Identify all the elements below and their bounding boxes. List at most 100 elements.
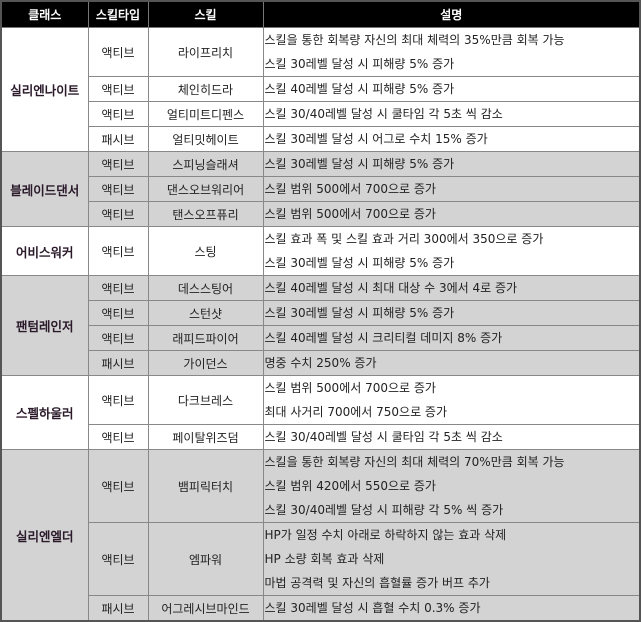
skill-name-cell: 래피드파이어 [147,325,264,351]
table-row: 실리엔나이트 액티브 라이프리치 스킬을 통한 회복량 자신의 최대 체력의 35%만… [0,27,641,152]
description-line: 스킬 40레벨 달성 시 피해량 5% 증가 [264,82,455,96]
description-line: 스킬 40레벨 달성 시 최대 대상 수 3에서 4로 증가 [264,281,518,295]
header-description: 설명 [262,0,641,28]
description-line: 스킬 30레벨 달성 시 피해량 5% 증가 [264,57,455,71]
header-skill: 스킬 [147,0,264,28]
skill-name-cell: 탠스오프퓨리 [147,201,264,227]
description-cell: 스킬 30레벨 달성 시 어그로 수치 15% 증가 [262,126,641,152]
table-row: 액티브 페이탈위즈덤 스킬 30/40레벨 달성 시 쿨타임 각 5초 씩 감소 [1,424,641,450]
skill-type-cell: 액티브 [87,101,149,127]
description-cell: 스킬 범위 500에서 700으로 증가 [262,201,641,227]
description-line: 스킬 범위 500에서 700으로 증가 [264,381,436,395]
description-cell: 명중 수치 250% 증가 [262,350,641,376]
table-row: 패시브 얼티밋헤이트 스킬 30레벨 달성 시 어그로 수치 15% 증가 [1,126,641,152]
table-row: 액티브 스턴샷 스킬 30레벨 달성 시 피해량 5% 증가 [1,300,641,326]
class-name-cell: 어비스워커 [0,226,89,276]
header-class: 클래스 [0,0,89,28]
table-row: 액티브 댄스오브워리어 스킬 범위 500에서 700으로 증가 [1,176,641,202]
description-cell: 스킬 30레벨 달성 시 흡혈 수치 0.3% 증가 [262,595,641,622]
table-row: 액티브 래피드파이어 스킬 40레벨 달성 시 크리티컬 데미지 8% 증가 [1,325,641,351]
skill-type-cell: 액티브 [87,275,149,301]
description-line: 스킬 30레벨 달성 시 피해량 5% 증가 [264,157,455,171]
skill-type-cell: 액티브 [87,375,149,425]
table-row: 실리엔엘더 액티브 뱀피릭터치 스킬을 통한 회복량 자신의 최대 체력의 70%만큼… [0,449,641,622]
description-cell: 스킬 40레벨 달성 시 크리티컬 데미지 8% 증가 [262,325,641,351]
table-row: 팬텀레인저 액티브 데스스팅어 스킬 40레벨 달성 시 최대 대상 수 3에서 4로… [0,275,641,376]
skill-name-cell: 어그레시브마인드 [147,595,264,622]
skill-name-cell: 얼티밋헤이트 [147,126,264,152]
description-line: 스킬을 통한 회복량 자신의 최대 체력의 35%만큼 회복 가능 [264,33,565,47]
description-line: 스킬 범위 500에서 700으로 증가 [264,182,436,196]
description-line: 스킬 30레벨 달성 시 피해량 5% 증가 [264,306,455,320]
class-name-cell: 실리엔엘더 [0,449,89,622]
skill-type-cell: 액티브 [87,300,149,326]
skill-type-cell: 액티브 [87,76,149,102]
skill-type-cell: 패시브 [87,595,149,622]
description-line: 스킬 30레벨 달성 시 피해량 5% 증가 [264,256,455,270]
table-row: 액티브 탠스오프퓨리 스킬 범위 500에서 700으로 증가 [1,201,641,227]
description-line: 스킬 30레벨 달성 시 흡혈 수치 0.3% 증가 [264,601,481,615]
description-cell: 스킬 30레벨 달성 시 피해량 5% 증가 [262,151,641,177]
description-line: 최대 사거리 700에서 750으로 증가 [264,405,448,419]
table-row: 패시브 어그레시브마인드 스킬 30레벨 달성 시 흡혈 수치 0.3% 증가 [1,595,641,622]
skill-name-cell: 다크브레스 [147,375,264,425]
skill-name-cell: 스턴샷 [147,300,264,326]
description-line: 스킬 효과 폭 및 스킬 효과 거리 300에서 350으로 증가 [264,232,544,246]
description-cell: 스킬 30레벨 달성 시 피해량 5% 증가 [262,300,641,326]
header-skill-type: 스킬타입 [87,0,149,28]
description-line: HP가 일정 수치 아래로 하락하지 않는 효과 삭제 [264,528,507,542]
skill-name-cell: 엠파워 [147,522,264,596]
description-cell: 스킬 40레벨 달성 시 최대 대상 수 3에서 4로 증가 [262,275,641,301]
class-name-cell: 팬텀레인저 [0,275,89,376]
skill-name-cell: 체인히드라 [147,76,264,102]
skill-name-cell: 스피닝슬래셔 [147,151,264,177]
class-name-cell: 스펠하울러 [0,375,89,450]
skill-name-cell: 페이탈위즈덤 [147,424,264,450]
description-line: 명중 수치 250% 증가 [264,356,377,370]
class-name-cell: 실리엔나이트 [0,27,89,152]
skill-type-cell: 액티브 [87,522,149,596]
skill-name-cell: 스팅 [147,226,264,276]
skill-name-cell: 가이던스 [147,350,264,376]
description-line: 스킬 40레벨 달성 시 크리티컬 데미지 8% 증가 [264,331,503,345]
description-line: 스킬 30레벨 달성 시 어그로 수치 15% 증가 [264,132,488,146]
table-header: 클래스 스킬타입 스킬 설명 [0,0,641,28]
table-row: 액티브 체인히드라 스킬 40레벨 달성 시 피해량 5% 증가 [1,76,641,102]
description-line: 스킬 범위 500에서 700으로 증가 [264,207,436,221]
skill-name-cell: 얼티미트디펜스 [147,101,264,127]
table-row: 어비스워커 액티브 스팅 스킬 효과 폭 및 스킬 효과 거리 300에서 350으로… [0,226,641,276]
description-cell: 스킬 범위 500에서 700으로 증가 [262,176,641,202]
skill-name-cell: 데스스팅어 [147,275,264,301]
skill-type-cell: 액티브 [87,424,149,450]
skill-type-cell: 액티브 [87,449,149,523]
table-row: 액티브 엠파워 HP가 일정 수치 아래로 하락하지 않는 효과 삭제 HP 소량 회… [1,522,641,596]
skill-type-cell: 패시브 [87,350,149,376]
skill-name-cell: 댄스오브워리어 [147,176,264,202]
skill-type-cell: 액티브 [87,151,149,177]
description-line: 스킬 30/40레벨 달성 시 쿨타임 각 5초 씩 감소 [264,107,503,121]
table-row: 패시브 가이던스 명중 수치 250% 증가 [1,350,641,376]
description-line: HP 소량 회복 효과 삭제 [264,552,385,566]
description-line: 스킬을 통한 회복량 자신의 최대 체력의 70%만큼 회복 가능 [264,455,565,469]
description-cell: 스킬 30/40레벨 달성 시 쿨타임 각 5초 씩 감소 [262,101,641,127]
description-line: 스킬 30/40레벨 달성 시 쿨타임 각 5초 씩 감소 [264,430,503,444]
skill-type-cell: 액티브 [87,201,149,227]
description-line: 스킬 범위 420에서 550으로 증가 [264,479,436,493]
description-cell: HP가 일정 수치 아래로 하락하지 않는 효과 삭제 HP 소량 회복 효과 삭… [262,522,641,596]
table-row: 액티브 얼티미트디펜스 스킬 30/40레벨 달성 시 쿨타임 각 5초 씩 감소 [1,101,641,127]
class-name-cell: 블레이드댄서 [0,151,89,227]
skill-name-cell: 뱀피릭터치 [147,449,264,523]
description-line: 마법 공격력 및 자신의 흡혈률 증가 버프 추가 [264,576,490,590]
table-row: 블레이드댄서 액티브 스피닝슬래셔 스킬 30레벨 달성 시 피해량 5% 증가 [0,151,641,227]
skill-type-cell: 액티브 [87,226,149,276]
description-cell: 스킬 30/40레벨 달성 시 쿨타임 각 5초 씩 감소 [262,424,641,450]
skill-type-cell: 액티브 [87,176,149,202]
skill-type-cell: 패시브 [87,126,149,152]
description-cell: 스킬 40레벨 달성 시 피해량 5% 증가 [262,76,641,102]
